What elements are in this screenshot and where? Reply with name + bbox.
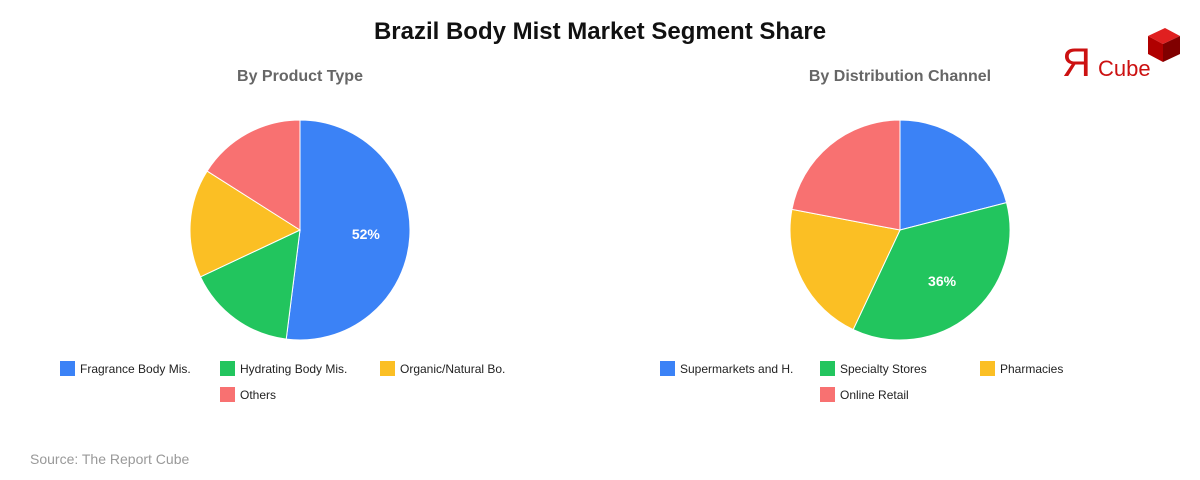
legend-swatch bbox=[820, 361, 835, 376]
pie-slice bbox=[285, 120, 410, 340]
legend-item[interactable]: Fragrance Body Mis. bbox=[60, 361, 191, 376]
slice-label: 52% bbox=[352, 226, 381, 242]
legend-item[interactable]: Specialty Stores bbox=[820, 361, 927, 376]
legend-swatch bbox=[60, 361, 75, 376]
pie-slice bbox=[190, 170, 302, 278]
legend-swatch bbox=[820, 387, 835, 402]
logo-mark: Я bbox=[1062, 41, 1091, 84]
pie-slice bbox=[790, 208, 901, 331]
legend-swatch bbox=[220, 361, 235, 376]
chart-subtitle-product: By Product Type bbox=[237, 68, 363, 85]
legend-label: Hydrating Body Mis. bbox=[240, 361, 348, 376]
legend-swatch bbox=[220, 387, 235, 402]
legend-label: Supermarkets and H. bbox=[680, 361, 794, 376]
legend-swatch bbox=[660, 361, 675, 376]
legend-swatch bbox=[380, 361, 395, 376]
legend-label: Fragrance Body Mis. bbox=[80, 361, 191, 376]
legend-item[interactable]: Hydrating Body Mis. bbox=[220, 361, 347, 376]
chart-subtitle-distribution: By Distribution Channel bbox=[808, 68, 992, 85]
legend-label: Online Retail bbox=[840, 387, 909, 402]
legend-product-type: Fragrance Body Mis. Hydrating Body Mis. Or… bbox=[60, 361, 540, 421]
pie-chart-product-type: 52% bbox=[190, 120, 410, 340]
legend-label: Others bbox=[240, 387, 277, 402]
source-note: Source: The Report Cube bbox=[30, 451, 190, 467]
slice-label: 36% bbox=[928, 273, 957, 289]
report-cube-logo: Я Cube bbox=[1060, 24, 1185, 85]
legend-label: Organic/Natural Bo. bbox=[400, 361, 506, 376]
pie-slice bbox=[899, 120, 1008, 231]
legend-label: Specialty Stores bbox=[840, 361, 927, 376]
pie-slice bbox=[791, 120, 901, 231]
pie-slice bbox=[852, 202, 1010, 340]
pie-chart-distribution-channel: 36% bbox=[790, 120, 1010, 340]
legend-item[interactable]: Supermarkets and H. bbox=[660, 361, 793, 376]
legend-item[interactable]: Organic/Natural Bo. bbox=[380, 361, 505, 376]
page-title: Brazil Body Mist Market Segment Share bbox=[373, 18, 827, 45]
legend-item[interactable]: Others bbox=[220, 387, 276, 402]
legend-swatch bbox=[980, 361, 995, 376]
legend-item[interactable]: Online Retail bbox=[820, 387, 909, 402]
legend-item[interactable]: Pharmacies bbox=[980, 361, 1063, 376]
pie-slice bbox=[199, 229, 301, 340]
pie-slice bbox=[206, 120, 301, 231]
legend-label: Pharmacies bbox=[1000, 361, 1064, 376]
legend-distribution-channel: Supermarkets and H. Specialty Stores Pharm… bbox=[660, 361, 1140, 421]
logo-text: Cube bbox=[1098, 56, 1151, 81]
